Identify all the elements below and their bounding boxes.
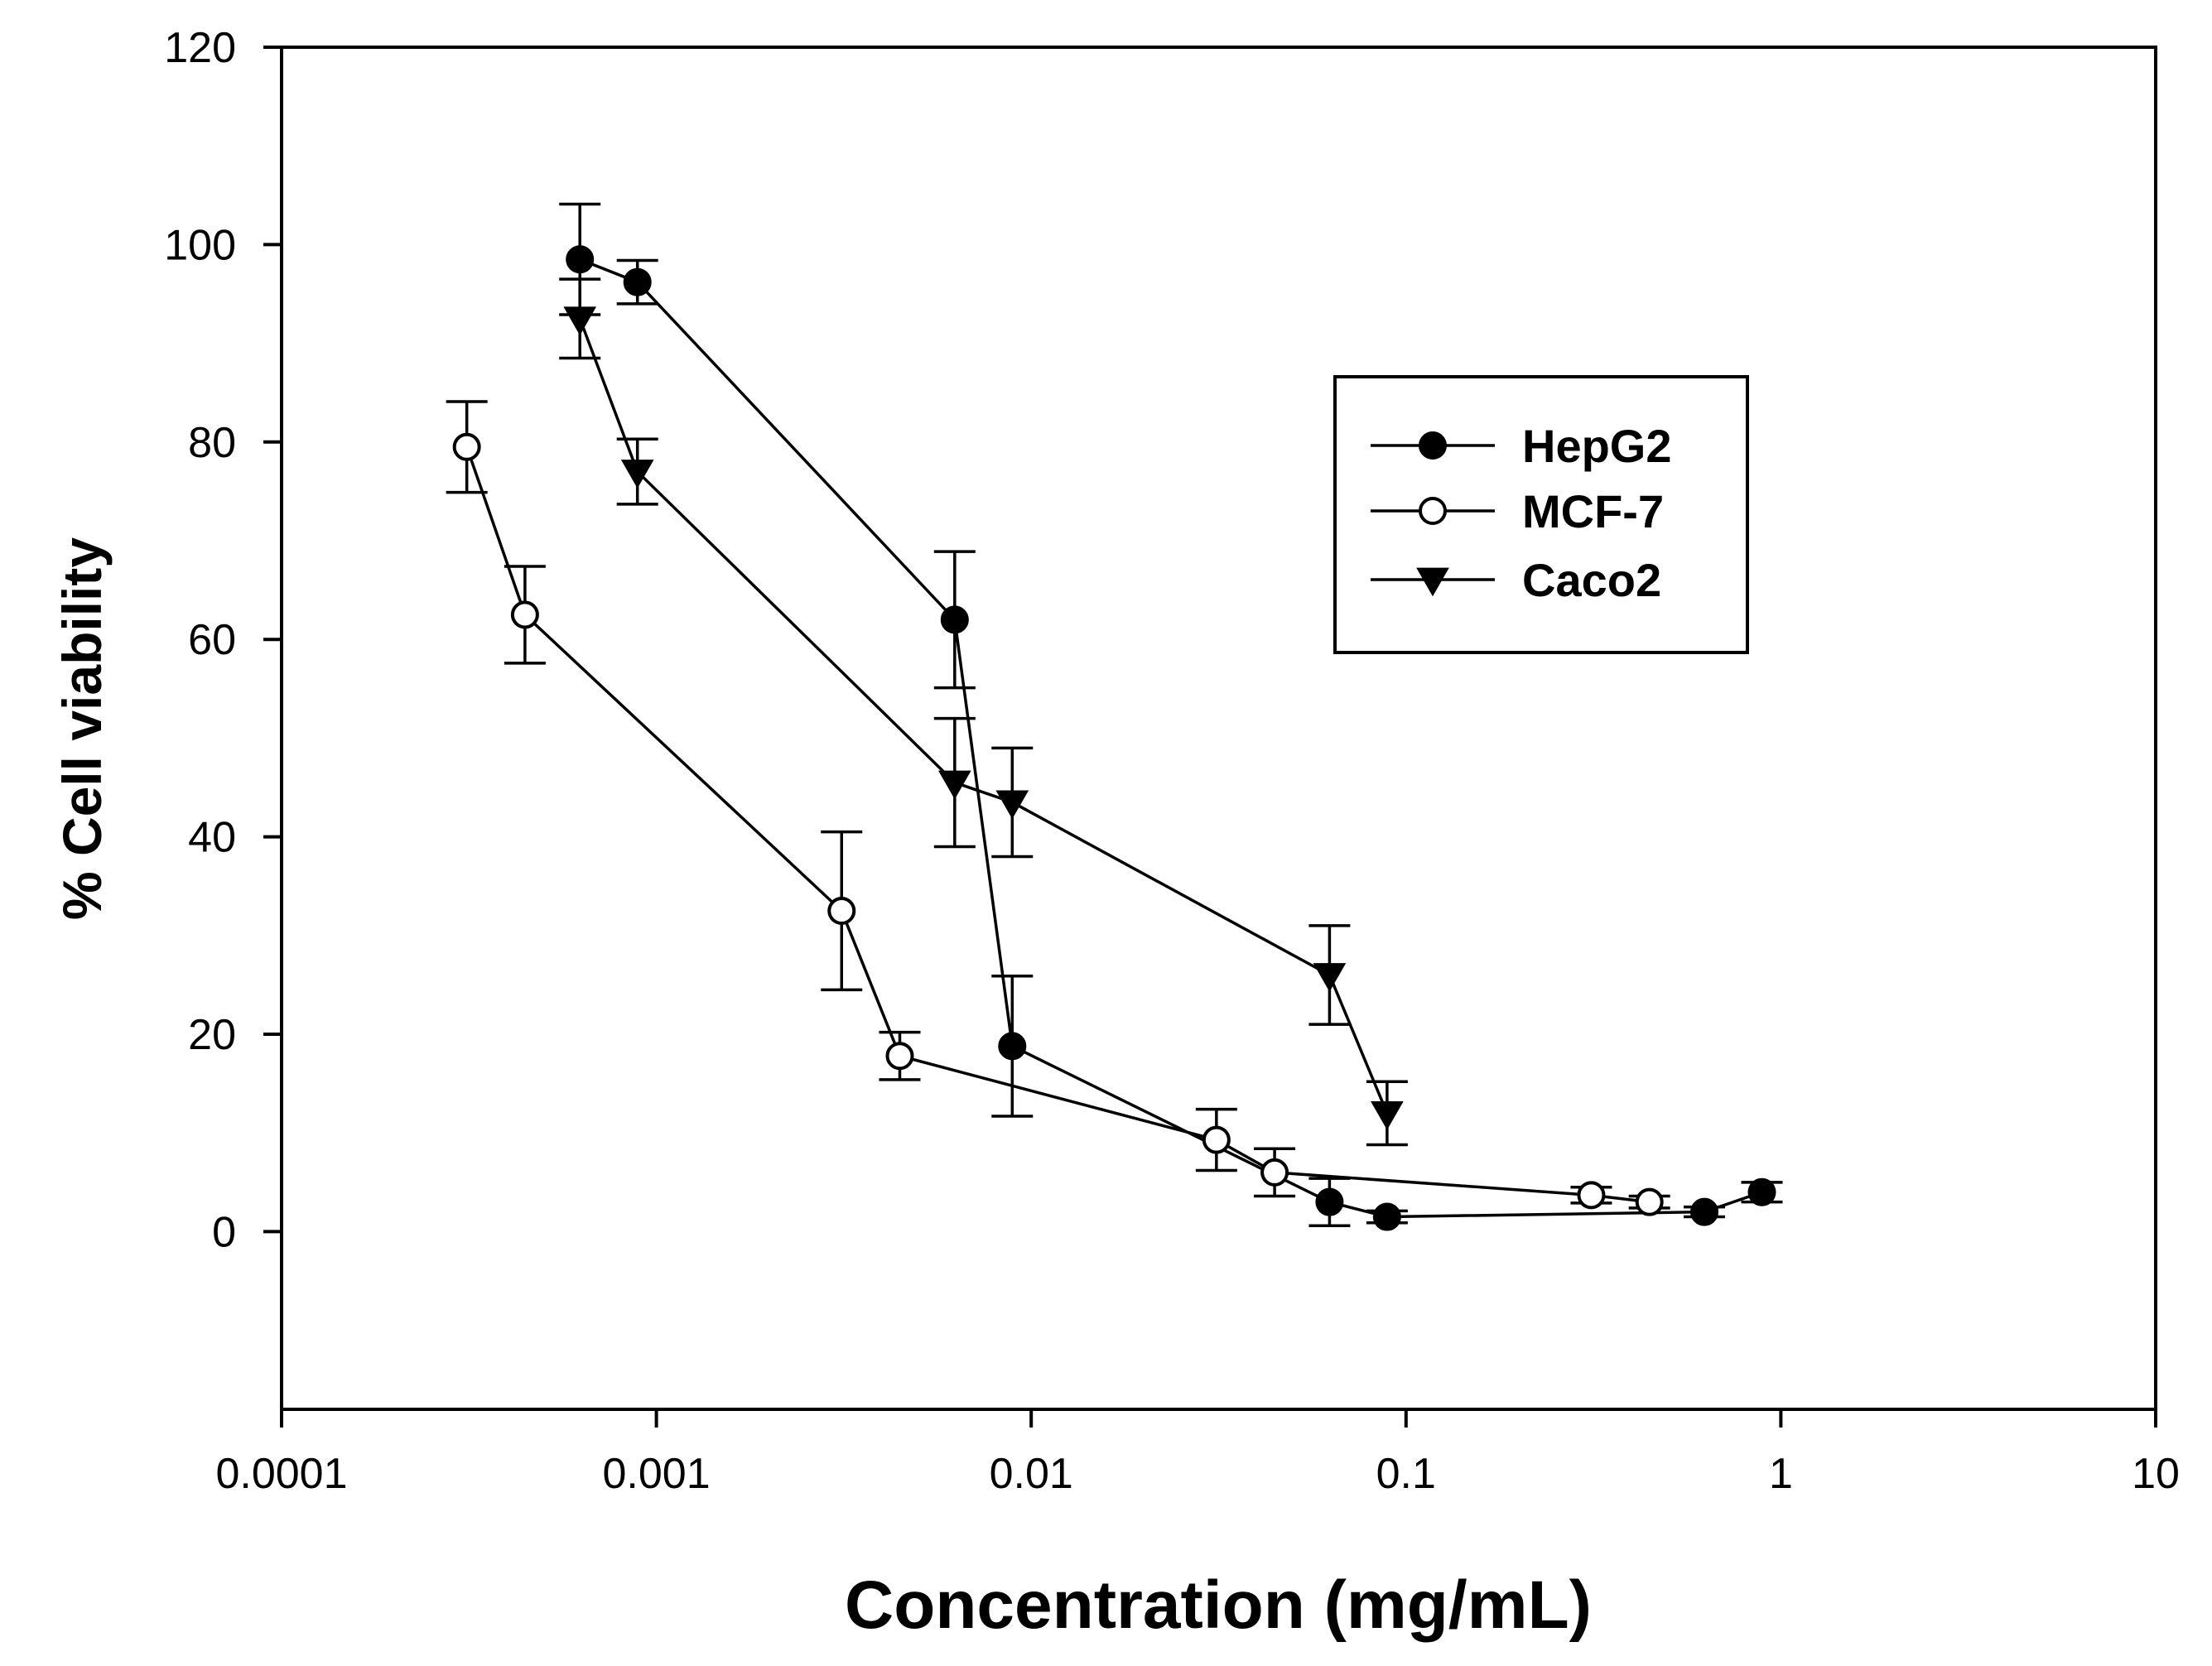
- x-tick-label: 0.0001: [215, 1450, 347, 1498]
- legend-label: Caco2: [1522, 554, 1661, 606]
- y-tick-label: 0: [212, 1208, 236, 1256]
- data-point-mcf-7: [452, 432, 481, 461]
- data-point-hepg2: [998, 1032, 1027, 1061]
- legend-marker: [1419, 431, 1447, 460]
- data-point-caco2: [563, 306, 597, 336]
- y-tick-label: 60: [188, 616, 236, 664]
- y-tick-label: 40: [188, 814, 236, 862]
- x-tick-label: 0.01: [990, 1450, 1073, 1498]
- data-point-caco2: [620, 460, 654, 489]
- data-point-hepg2: [1747, 1177, 1776, 1206]
- data-point-hepg2: [1315, 1187, 1344, 1216]
- y-tick-label: 100: [164, 221, 236, 269]
- data-point-mcf-7: [1260, 1158, 1289, 1187]
- plot-area: [446, 202, 1783, 1231]
- y-tick-label: 20: [188, 1011, 236, 1059]
- legend: HepG2 MCF-7 Caco2: [1333, 375, 1749, 654]
- x-tick-label: 0.001: [603, 1450, 711, 1498]
- y-axis: 0 20 40 60 80 100 120: [164, 24, 282, 1256]
- y-tick-label: 120: [164, 24, 236, 72]
- series-line-caco2: [578, 318, 1389, 1115]
- x-tick-label: 0.1: [1376, 1450, 1436, 1498]
- series-line-mcf-7: [465, 446, 1650, 1204]
- data-point-mcf-7: [1577, 1181, 1606, 1210]
- data-point-caco2: [995, 790, 1029, 820]
- data-point-mcf-7: [827, 897, 856, 926]
- data-point-caco2: [1371, 1100, 1404, 1130]
- data-point-mcf-7: [1635, 1187, 1664, 1216]
- y-axis-title: % Cell viability: [51, 537, 113, 920]
- plot-frame: [280, 46, 2157, 1411]
- x-axis-title: Concentration (mg/mL): [845, 1567, 1592, 1643]
- data-point-hepg2: [566, 245, 595, 274]
- legend-label: HepG2: [1522, 420, 1672, 472]
- legend-label: MCF-7: [1522, 485, 1664, 537]
- y-tick-label: 80: [188, 419, 236, 467]
- data-point-mcf-7: [1202, 1125, 1231, 1154]
- x-tick-label: 10: [2132, 1450, 2180, 1498]
- legend-item-caco2: Caco2: [1371, 554, 1661, 606]
- data-point-caco2: [937, 770, 971, 800]
- x-tick-label: 1: [1769, 1450, 1793, 1498]
- x-axis: 0.0001 0.001 0.01 0.1 1 10: [215, 1409, 2180, 1498]
- data-point-mcf-7: [510, 600, 539, 629]
- legend-marker: [1416, 567, 1449, 597]
- data-point-hepg2: [1372, 1202, 1401, 1231]
- legend-item-mcf-7: MCF-7: [1371, 485, 1664, 537]
- legend-box: [1333, 375, 1749, 654]
- data-point-hepg2: [1690, 1197, 1719, 1226]
- legend-item-hepg2: HepG2: [1371, 420, 1672, 472]
- data-point-hepg2: [623, 267, 652, 296]
- data-point-mcf-7: [885, 1042, 914, 1071]
- data-point-hepg2: [940, 605, 969, 634]
- data-point-caco2: [1313, 963, 1347, 992]
- legend-marker: [1419, 497, 1447, 525]
